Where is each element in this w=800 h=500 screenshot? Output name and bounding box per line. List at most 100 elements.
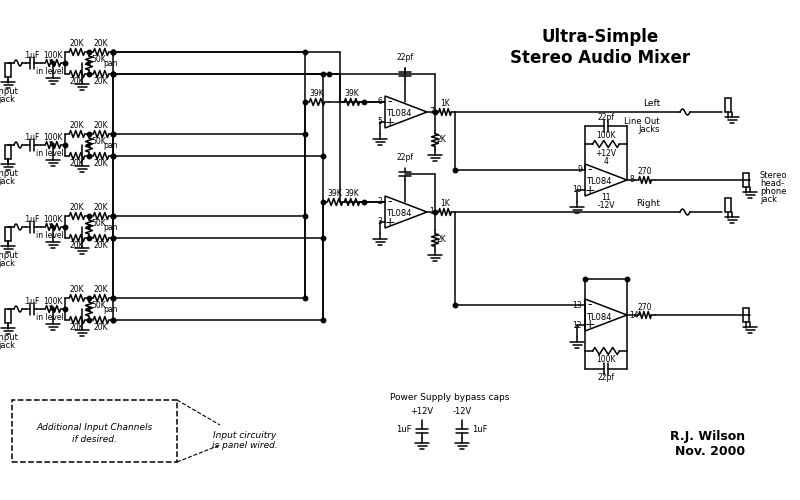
Text: 1uF: 1uF	[397, 426, 412, 434]
Text: jack: jack	[0, 176, 15, 186]
Text: 20K: 20K	[70, 242, 84, 250]
Text: jack: jack	[0, 340, 15, 349]
Bar	[725, 198, 731, 212]
Text: 20K: 20K	[94, 160, 108, 168]
Text: 2K: 2K	[436, 136, 446, 144]
Text: 22pf: 22pf	[397, 154, 414, 162]
Text: 5: 5	[377, 118, 382, 126]
Text: +12V: +12V	[595, 150, 617, 158]
Text: 20K: 20K	[70, 286, 84, 294]
Text: -12V: -12V	[598, 202, 614, 210]
Text: 6: 6	[377, 98, 382, 106]
Text: 100K: 100K	[43, 216, 62, 224]
Text: -12V: -12V	[452, 408, 472, 416]
Text: .1uF: .1uF	[23, 134, 39, 142]
Text: head-: head-	[760, 178, 784, 188]
Text: is panel wired.: is panel wired.	[212, 440, 278, 450]
Text: 3: 3	[377, 218, 382, 226]
Bar	[725, 98, 731, 112]
Text: in level: in level	[36, 232, 64, 240]
Text: 2K: 2K	[436, 236, 446, 244]
Bar	[743, 173, 749, 187]
Text: .1uF: .1uF	[23, 216, 39, 224]
Text: 1K: 1K	[440, 100, 450, 108]
Text: R.J. Wilson
Nov. 2000: R.J. Wilson Nov. 2000	[670, 430, 745, 458]
Text: 20K: 20K	[94, 242, 108, 250]
Bar	[5, 309, 11, 323]
Text: 100K: 100K	[596, 132, 616, 140]
Text: 50K: 50K	[91, 218, 106, 228]
Text: jack: jack	[760, 194, 777, 203]
Text: pan: pan	[103, 222, 118, 232]
Text: 20K: 20K	[70, 324, 84, 332]
Text: +12V: +12V	[410, 408, 434, 416]
Text: pan: pan	[103, 58, 118, 68]
Text: Input: Input	[0, 170, 18, 178]
Text: 50K: 50K	[91, 54, 106, 64]
Bar	[5, 145, 11, 159]
Text: Jacks: Jacks	[638, 126, 660, 134]
Text: TL084: TL084	[386, 210, 412, 218]
Text: 39K: 39K	[345, 90, 359, 98]
Text: TL084: TL084	[586, 312, 612, 322]
Text: 270: 270	[638, 168, 652, 176]
Text: Ultra-Simple
Stereo Audio Mixer: Ultra-Simple Stereo Audio Mixer	[510, 28, 690, 67]
Text: TL084: TL084	[586, 178, 612, 186]
Text: Input circuitry: Input circuitry	[214, 430, 277, 440]
Text: 1K: 1K	[440, 200, 450, 208]
Text: in level: in level	[36, 68, 64, 76]
Text: +: +	[385, 116, 395, 128]
Text: Left: Left	[642, 100, 660, 108]
Text: Input: Input	[0, 334, 18, 342]
Text: 20K: 20K	[94, 40, 108, 48]
Text: -: -	[388, 196, 392, 208]
Text: Input: Input	[0, 88, 18, 96]
Text: 270: 270	[638, 302, 652, 312]
Text: 4: 4	[603, 158, 609, 166]
Text: Power Supply bypass caps: Power Supply bypass caps	[390, 394, 510, 402]
Text: Line Out: Line Out	[625, 118, 660, 126]
Text: 100K: 100K	[43, 298, 62, 306]
Text: -: -	[588, 298, 592, 312]
Text: 50K: 50K	[91, 300, 106, 310]
Text: 20K: 20K	[70, 204, 84, 212]
Text: 8: 8	[629, 176, 634, 184]
Text: 13: 13	[572, 300, 582, 310]
Text: 39K: 39K	[328, 190, 342, 198]
Text: -: -	[588, 164, 592, 176]
Bar	[5, 63, 11, 77]
Text: 20K: 20K	[94, 324, 108, 332]
Text: 10: 10	[572, 186, 582, 194]
Text: 1uF: 1uF	[472, 426, 487, 434]
Text: if desired.: if desired.	[72, 434, 117, 444]
Text: 100K: 100K	[43, 134, 62, 142]
Text: 39K: 39K	[310, 90, 324, 98]
Bar	[743, 308, 749, 322]
Text: 20K: 20K	[70, 160, 84, 168]
Text: 39K: 39K	[345, 190, 359, 198]
Text: phone: phone	[760, 186, 786, 196]
Text: 11: 11	[602, 194, 610, 202]
Text: -: -	[388, 96, 392, 108]
Text: 20K: 20K	[94, 78, 108, 86]
Text: 20K: 20K	[70, 122, 84, 130]
Text: pan: pan	[103, 304, 118, 314]
Text: 20K: 20K	[94, 122, 108, 130]
Text: .1uF: .1uF	[23, 52, 39, 60]
Text: TL084: TL084	[386, 110, 412, 118]
Text: 22pf: 22pf	[397, 54, 414, 62]
Text: .1uF: .1uF	[23, 298, 39, 306]
Text: +: +	[585, 318, 595, 332]
Text: in level: in level	[36, 314, 64, 322]
Text: 20K: 20K	[70, 40, 84, 48]
Text: 20K: 20K	[94, 286, 108, 294]
Text: Right: Right	[636, 200, 660, 208]
Text: 22pf: 22pf	[598, 372, 614, 382]
Text: 9: 9	[577, 166, 582, 174]
Text: 2: 2	[378, 198, 382, 206]
Text: 20K: 20K	[94, 204, 108, 212]
Text: 7: 7	[429, 108, 434, 116]
Text: 14: 14	[629, 310, 638, 320]
Text: +: +	[385, 216, 395, 228]
Text: jack: jack	[0, 94, 15, 104]
